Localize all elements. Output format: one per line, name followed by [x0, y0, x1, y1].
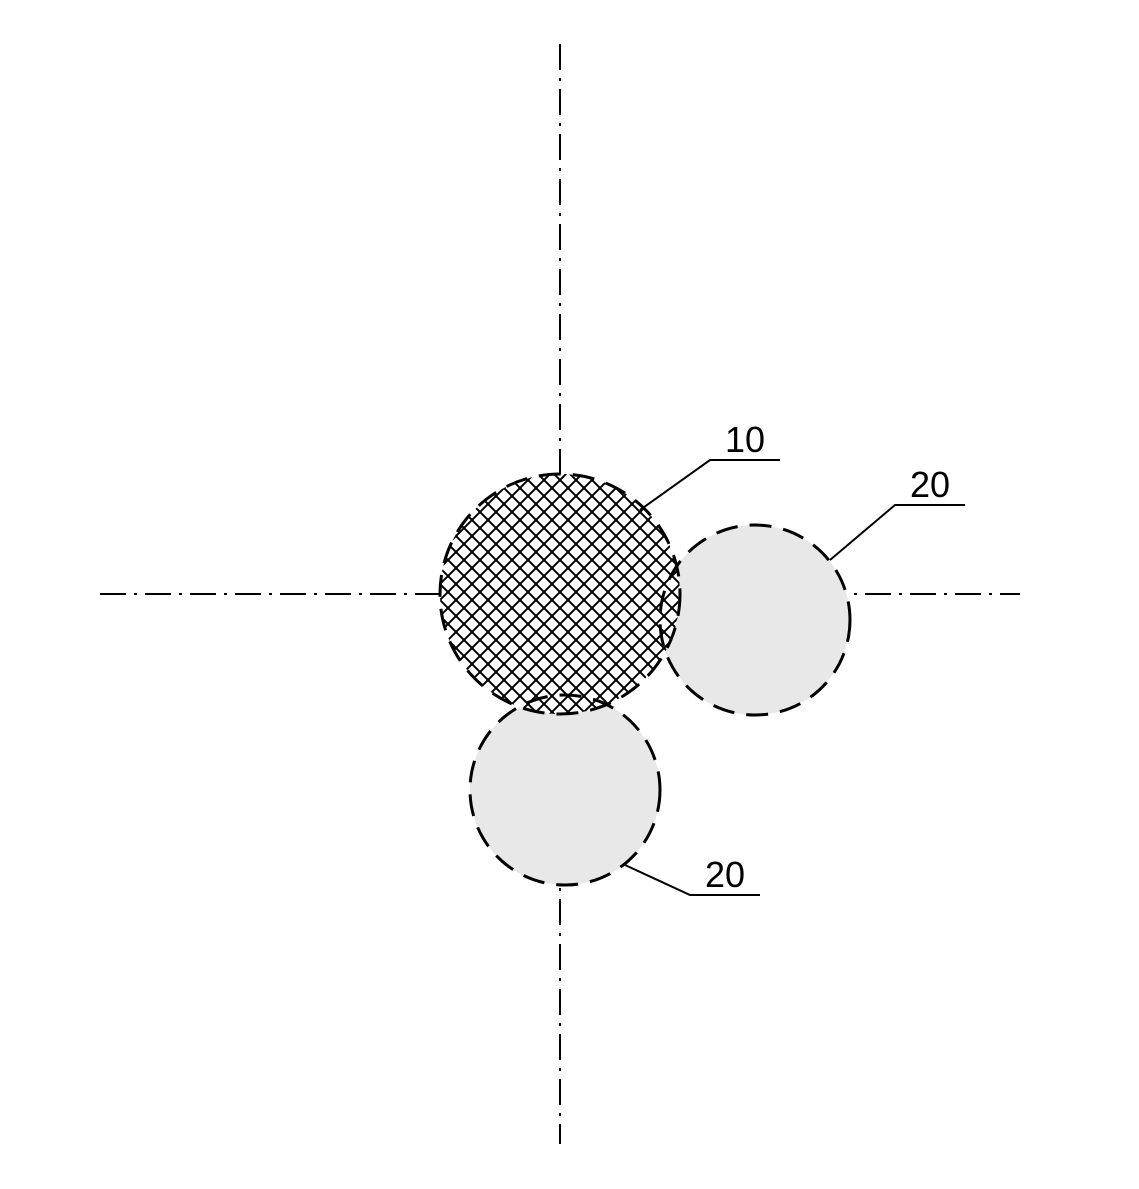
label-bottom: 20: [705, 854, 745, 895]
label-main: 10: [725, 419, 765, 460]
leader-right: [830, 505, 965, 560]
leader-main: [640, 460, 780, 510]
circles-group: [440, 474, 850, 885]
technical-diagram: 10 20 20: [0, 0, 1139, 1189]
label-right: 20: [910, 464, 950, 505]
